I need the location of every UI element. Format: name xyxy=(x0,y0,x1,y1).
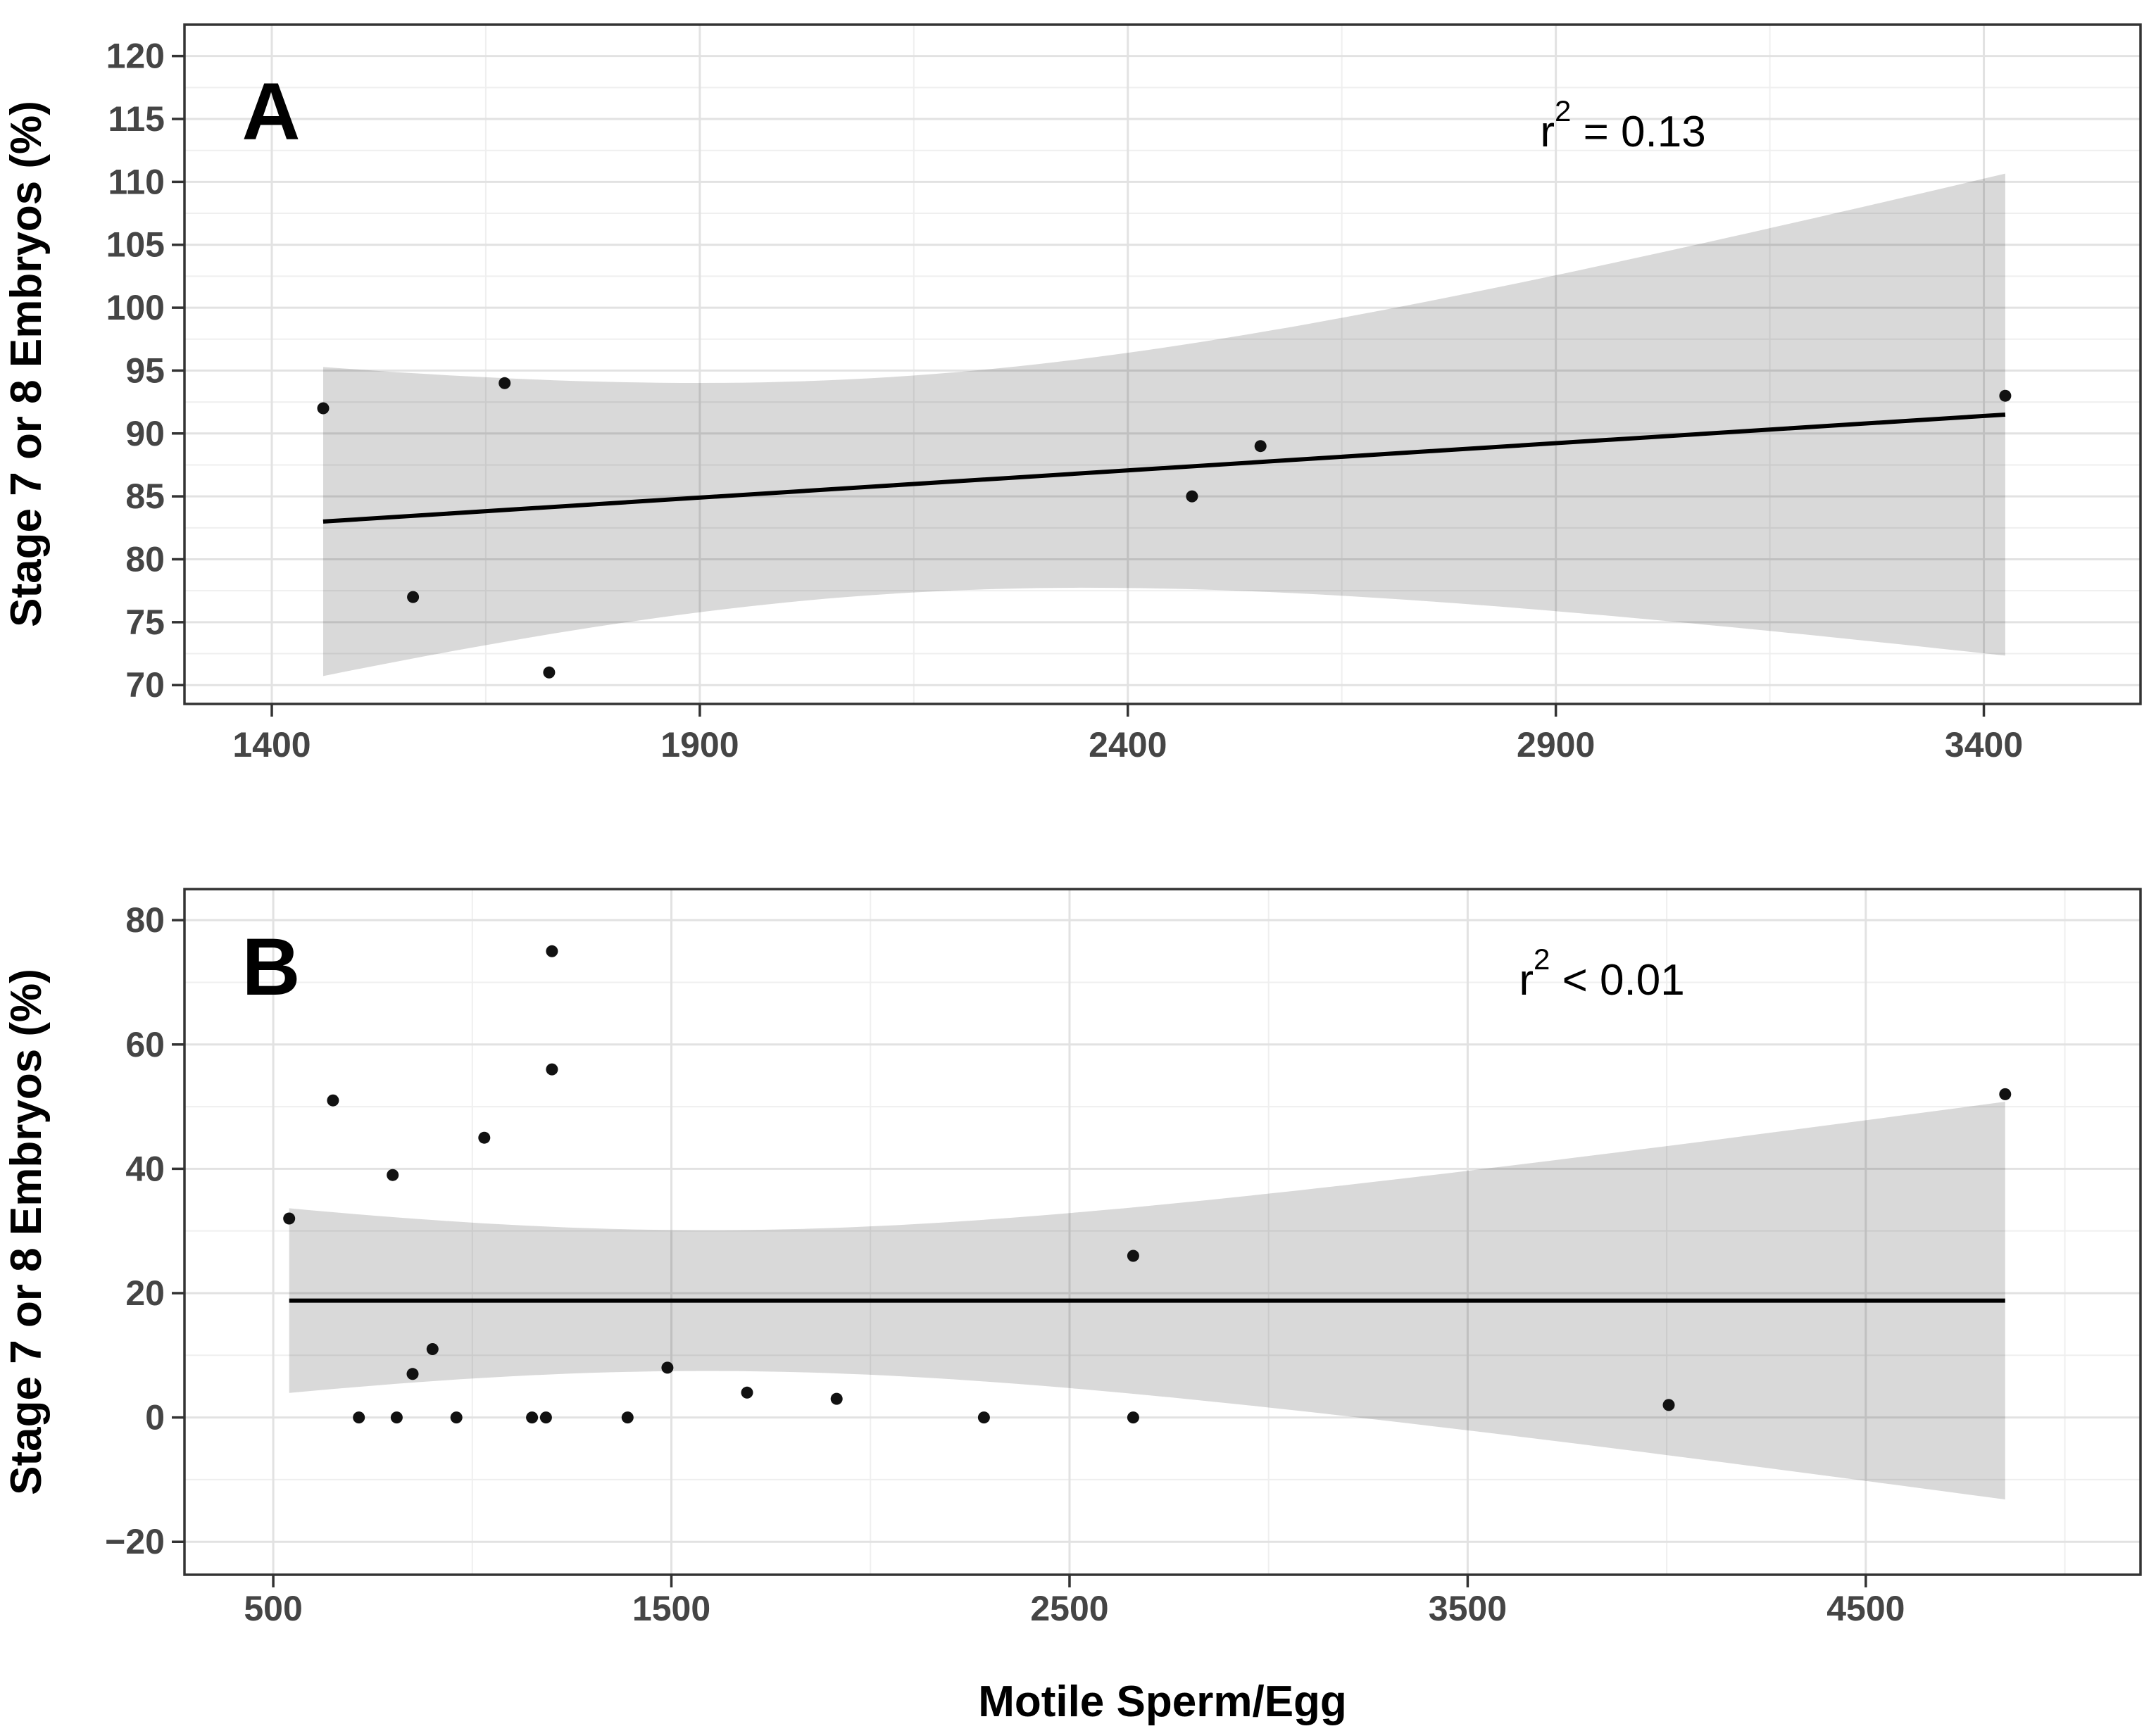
gridlines-minor xyxy=(184,25,2141,704)
y-tick-label: 70 xyxy=(125,665,165,705)
data-point xyxy=(1999,389,2012,402)
data-points xyxy=(283,945,2012,1424)
x-axis-ticks: 500 1500 2500 3500 4500 xyxy=(244,1575,1905,1628)
panel-a: 1400 1900 2400 2900 3400 70 75 80 85 90 95 100 105 11… xyxy=(106,23,2142,764)
data-point xyxy=(1186,490,1198,503)
y-tick-label: 105 xyxy=(106,225,165,265)
panel-border xyxy=(183,23,2142,705)
panel-background xyxy=(184,889,2141,1575)
y-axis-title-panel-b: Stage 7 or 8 Embryos (%) xyxy=(2,969,51,1495)
x-tick-label: 2900 xyxy=(1517,725,1595,764)
confidence-band xyxy=(323,173,2005,676)
panel-a-annotation: r2 = 0.13 xyxy=(1540,94,1705,156)
data-point xyxy=(1254,440,1267,453)
data-point xyxy=(546,1063,558,1076)
y-tick-label: 60 xyxy=(125,1025,165,1064)
data-point xyxy=(1999,1088,2012,1100)
y-tick-label: 80 xyxy=(125,539,165,579)
x-tick-label: 2400 xyxy=(1089,725,1167,764)
gridlines-major xyxy=(184,889,2141,1575)
data-point xyxy=(546,945,558,957)
y-tick-label: 110 xyxy=(108,162,165,201)
data-point xyxy=(543,666,556,679)
data-point xyxy=(387,1169,399,1181)
panel-b-tag: B xyxy=(242,922,300,1012)
x-tick-label: 4500 xyxy=(1826,1589,1905,1628)
panel-a-tag: A xyxy=(242,67,300,157)
data-point xyxy=(478,1131,491,1144)
y-tick-label: 40 xyxy=(125,1149,165,1188)
y-axis-title-panel-a: Stage 7 or 8 Embryos (%) xyxy=(2,101,51,627)
data-point xyxy=(830,1392,843,1405)
y-tick-label: 120 xyxy=(106,37,165,76)
gridlines-minor xyxy=(184,889,2141,1575)
gridlines-major xyxy=(184,25,2141,704)
data-point xyxy=(499,377,511,389)
y-tick-label: 0 xyxy=(145,1398,165,1437)
panel-border xyxy=(183,888,2142,1576)
regression-line xyxy=(322,412,2006,524)
data-point xyxy=(317,402,330,415)
data-point xyxy=(526,1411,539,1424)
data-point xyxy=(406,1368,419,1380)
data-point xyxy=(390,1411,403,1424)
y-tick-label: 115 xyxy=(108,99,165,139)
x-tick-label: 1400 xyxy=(232,725,311,764)
x-tick-label: 1900 xyxy=(660,725,739,764)
data-point xyxy=(539,1411,552,1424)
panel-b-annotation: r2 < 0.01 xyxy=(1519,943,1684,1005)
y-tick-label: 90 xyxy=(125,414,165,453)
data-point xyxy=(1662,1399,1675,1411)
x-axis-ticks: 1400 1900 2400 2900 3400 xyxy=(232,704,2023,764)
y-tick-label: −20 xyxy=(105,1522,165,1561)
data-point xyxy=(977,1411,990,1424)
y-tick-label: 100 xyxy=(106,288,165,327)
data-point xyxy=(1127,1250,1139,1262)
y-axis-ticks: −20 0 20 40 60 80 xyxy=(105,900,184,1561)
data-point xyxy=(661,1361,674,1374)
y-tick-label: 95 xyxy=(125,351,165,390)
data-point xyxy=(407,591,420,603)
x-tick-label: 1500 xyxy=(632,1589,710,1628)
data-points xyxy=(317,377,2012,679)
panel-b: 500 1500 2500 3500 4500 −20 0 20 40 60 80 r2 < 0.01 xyxy=(105,888,2142,1628)
data-point xyxy=(283,1212,296,1225)
y-axis-ticks: 70 75 80 85 90 95 100 105 110 115 120 xyxy=(106,37,184,705)
x-tick-label: 500 xyxy=(244,1589,302,1628)
x-tick-label: 2500 xyxy=(1030,1589,1108,1628)
data-point xyxy=(353,1411,365,1424)
y-tick-label: 20 xyxy=(125,1273,165,1313)
data-point xyxy=(741,1386,753,1399)
y-tick-label: 85 xyxy=(125,477,165,516)
x-axis-title: Motile Sperm/Egg xyxy=(978,1678,1347,1726)
x-tick-label: 3400 xyxy=(1945,725,2023,764)
data-point xyxy=(426,1343,439,1355)
x-tick-label: 3500 xyxy=(1429,1589,1507,1628)
data-point xyxy=(621,1411,634,1424)
data-point xyxy=(327,1094,339,1107)
y-tick-label: 80 xyxy=(125,900,165,940)
data-point xyxy=(1127,1411,1139,1424)
data-point xyxy=(450,1411,463,1424)
y-tick-label: 75 xyxy=(125,603,165,642)
